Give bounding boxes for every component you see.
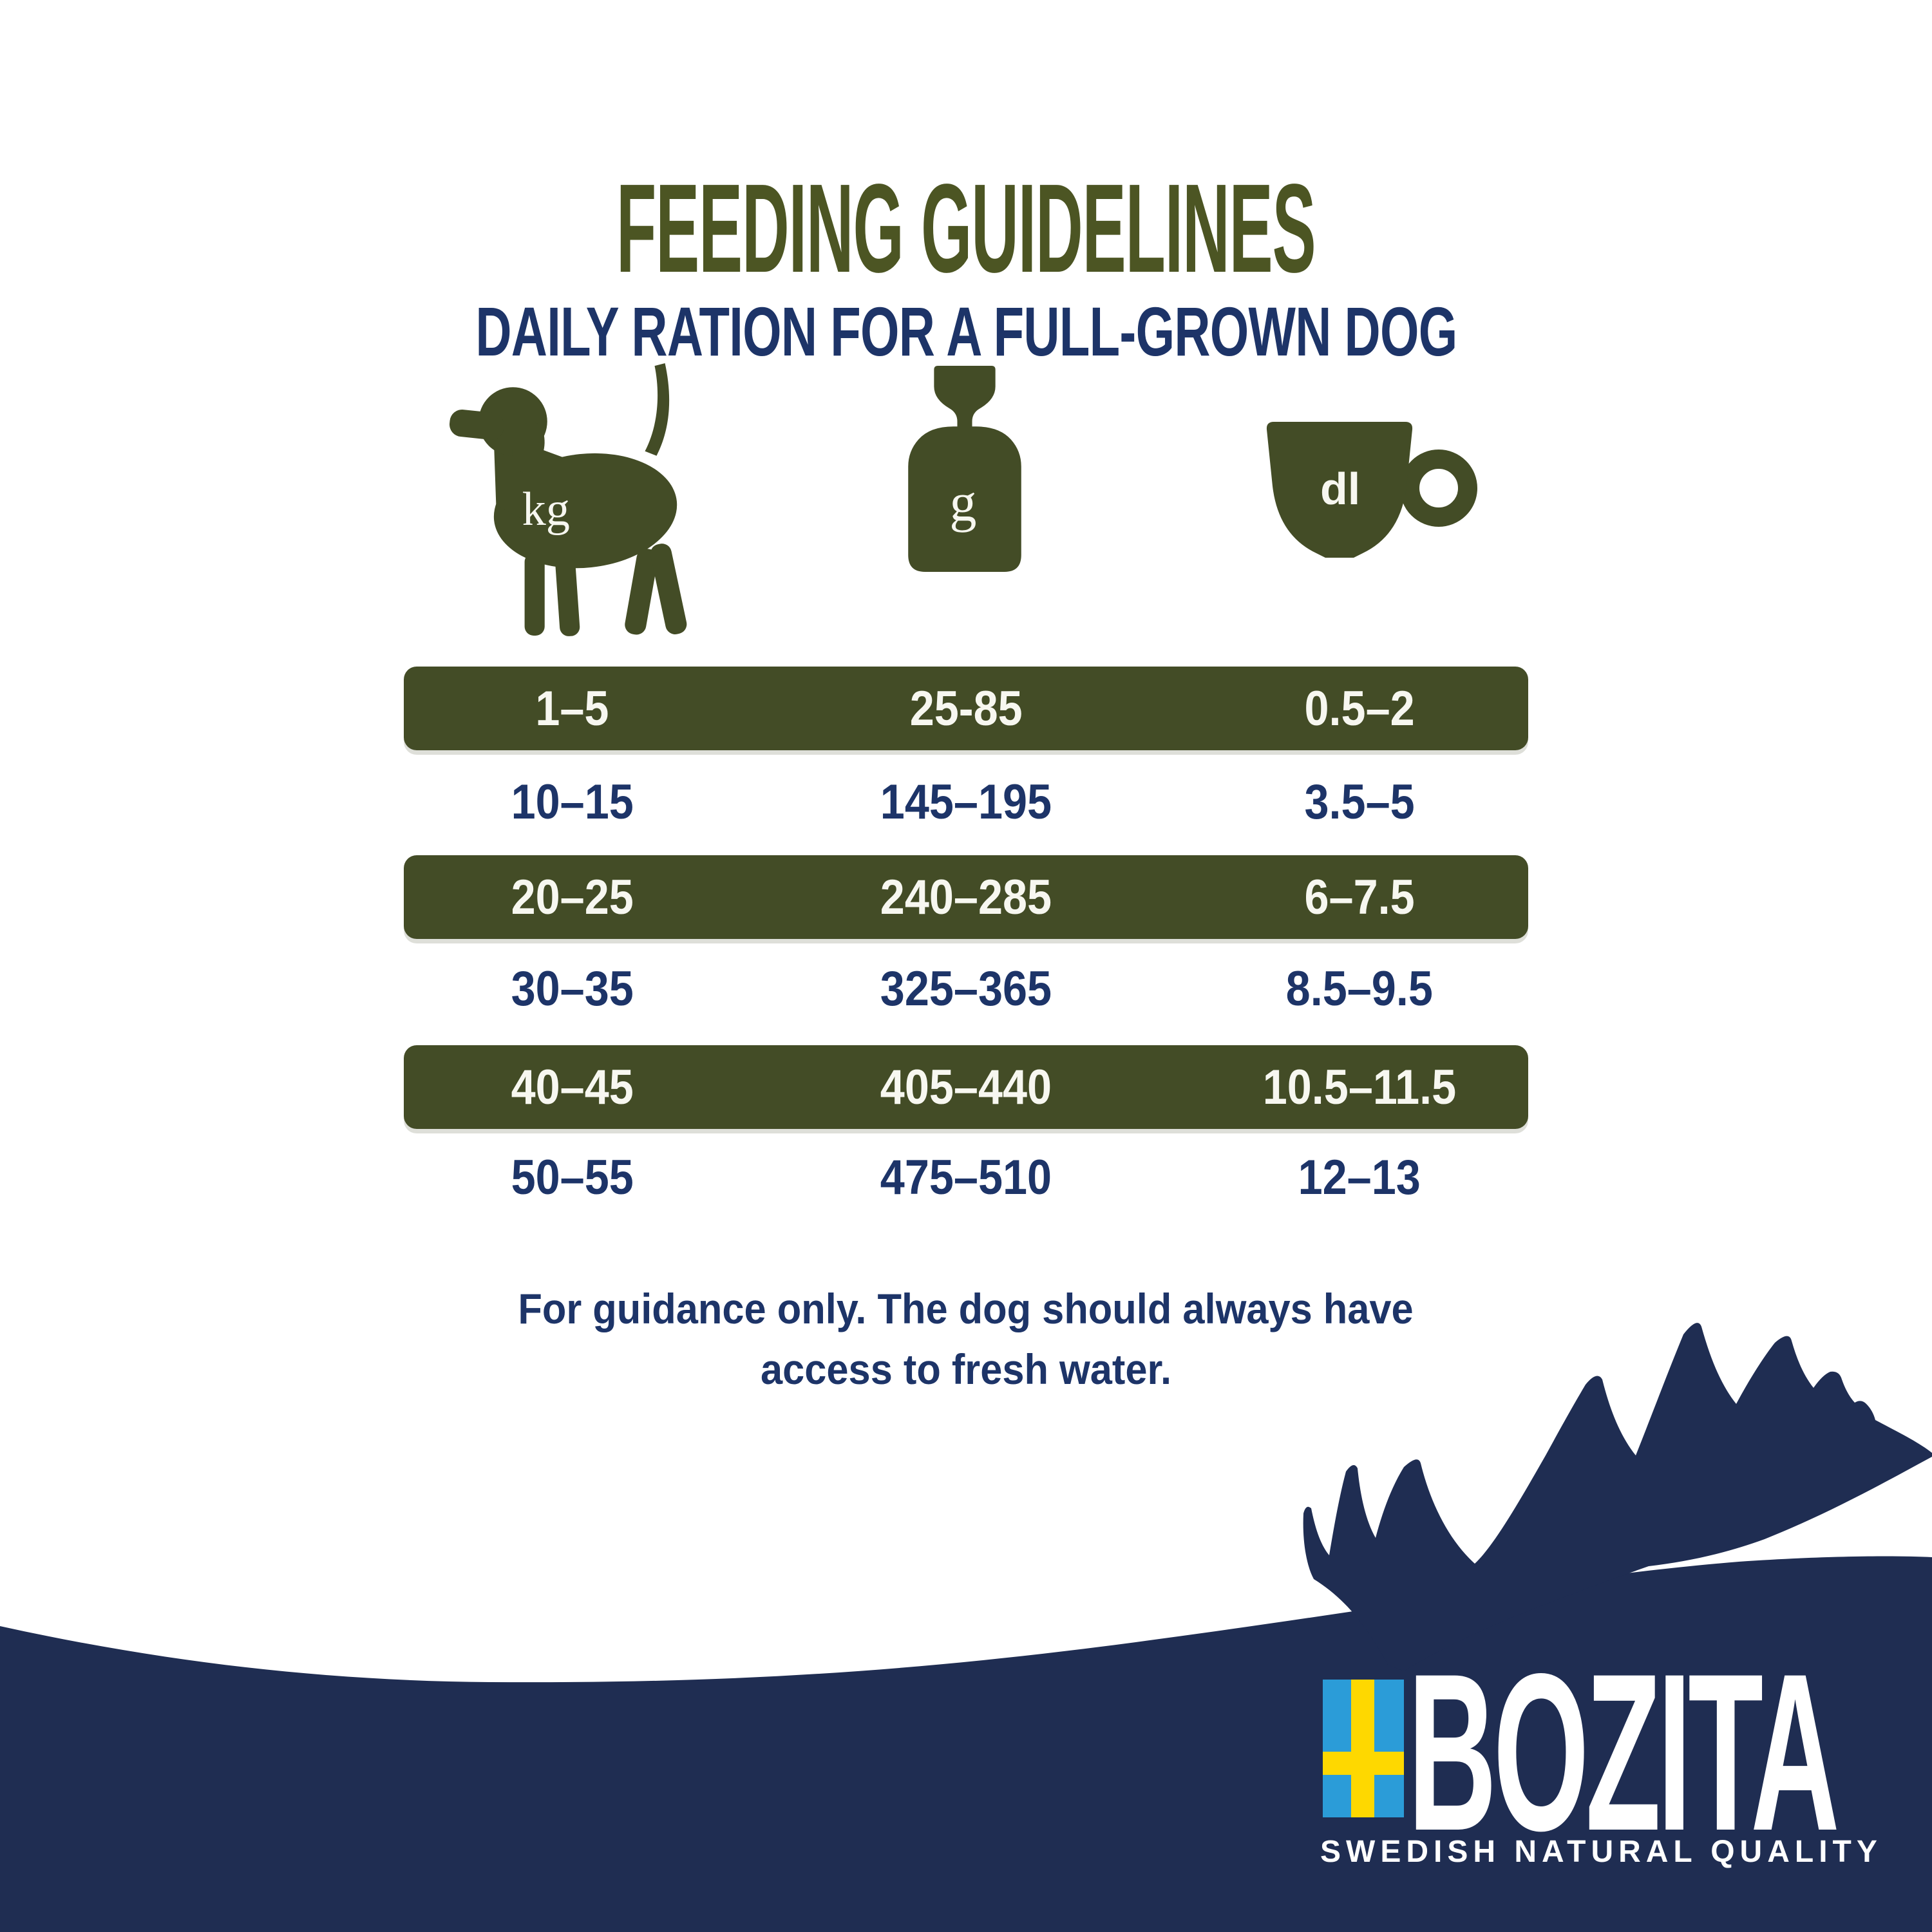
guidance-note-line2: access to fresh water. — [760, 1345, 1172, 1393]
cell-dl: 6–7.5 — [1304, 869, 1415, 925]
flag-cross-vertical — [1351, 1680, 1374, 1817]
cell-kg: 20–25 — [511, 869, 634, 925]
table-row: 40–45 405–440 10.5–11.5 — [404, 1045, 1528, 1129]
cell-kg: 40–45 — [511, 1059, 634, 1115]
swedish-flag-icon — [1323, 1680, 1404, 1817]
unit-label-g: g — [949, 473, 976, 533]
unit-label-dl: dl — [1320, 464, 1360, 514]
page-title-text: FEEDING GUIDELINES — [616, 158, 1316, 299]
weight-icon: g — [895, 366, 1034, 576]
cell-g: 25-85 — [909, 681, 1023, 736]
dog-tail — [645, 363, 670, 456]
cell-kg: 30–35 — [511, 961, 634, 1016]
cell-g: 475–510 — [880, 1150, 1052, 1205]
table-row: 1–5 25-85 0.5–2 — [404, 667, 1528, 750]
cell-dl: 12–13 — [1298, 1150, 1421, 1205]
cell-kg: 50–55 — [511, 1150, 634, 1205]
cell-dl: 3.5–5 — [1304, 774, 1415, 829]
page-title: FEEDING GUIDELINES — [0, 156, 1932, 301]
dog-icon: kg — [450, 355, 715, 640]
table-row: 30–35 325–365 8.5–9.5 — [404, 947, 1528, 1030]
cell-dl: 0.5–2 — [1304, 681, 1415, 736]
page-subtitle-text: DAILY RATION FOR A FULL-GROWN DOG — [475, 292, 1457, 370]
cell-dl: 8.5–9.5 — [1285, 961, 1434, 1016]
cell-g: 325–365 — [880, 961, 1052, 1016]
guidance-note-line1: For guidance only. The dog should always… — [518, 1285, 1414, 1332]
page-subtitle: DAILY RATION FOR A FULL-GROWN DOG — [0, 291, 1932, 372]
cup-icon: dl — [1264, 422, 1480, 574]
flag-cross-horizontal — [1323, 1752, 1404, 1775]
cell-g: 405–440 — [880, 1059, 1052, 1115]
cell-kg: 10–15 — [511, 774, 634, 829]
table-row: 10–15 145–195 3.5–5 — [404, 760, 1528, 844]
table-row: 50–55 475–510 12–13 — [404, 1135, 1528, 1219]
cell-g: 240–285 — [880, 869, 1052, 925]
table-row: 20–25 240–285 6–7.5 — [404, 855, 1528, 939]
cell-dl: 10.5–11.5 — [1262, 1059, 1457, 1115]
cell-kg: 1–5 — [535, 681, 609, 736]
cell-g: 145–195 — [880, 774, 1052, 829]
guidance-note: For guidance only. The dog should always… — [0, 1278, 1932, 1399]
brand-tagline: SWEDISH NATURAL QUALITY — [1320, 1835, 1882, 1869]
unit-label-kg: kg — [522, 483, 570, 536]
brand-logo: BOZITA — [1408, 1627, 1859, 1877]
brand-logo-text: BOZITA — [1408, 1627, 1840, 1877]
